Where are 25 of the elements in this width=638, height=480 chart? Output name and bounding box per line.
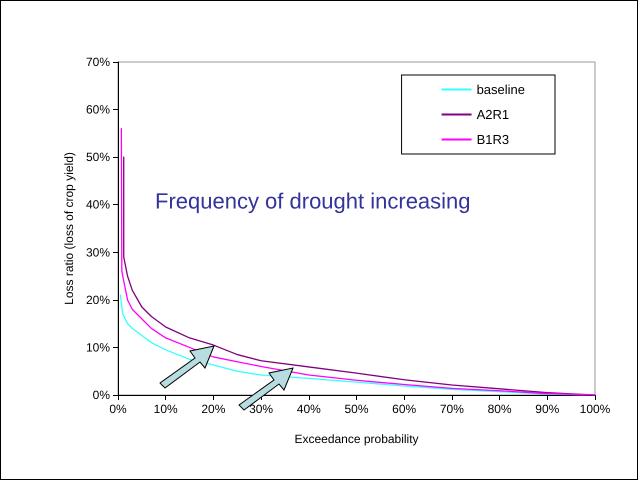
y-tick-label: 40% [86, 198, 110, 212]
x-tick-label: 60% [392, 402, 417, 416]
y-tick-label: 30% [86, 245, 110, 260]
x-tick-label: 30% [249, 402, 274, 416]
x-tick-label: 70% [440, 402, 464, 416]
legend-label: baseline [476, 82, 526, 97]
y-tick-label: 10% [86, 340, 110, 354]
y-tick-label: 0% [92, 388, 110, 402]
annotation: Frequency of drought increasing [155, 188, 471, 214]
legend-label: B1R3 [476, 132, 510, 147]
x-tick-label: 40% [296, 402, 322, 416]
x-tick-label: 90% [535, 402, 560, 416]
y-tick-label: 70% [86, 55, 110, 69]
x-tick-label: 0% [109, 402, 127, 416]
legend-label: A2R1 [476, 107, 510, 122]
x-tick-label: 20% [201, 402, 226, 416]
x-tick-label: 50% [344, 402, 369, 416]
y-tick-label: 50% [86, 150, 110, 164]
x-axis-title: Exceedance probability [294, 432, 419, 446]
y-tick-label: 60% [86, 102, 110, 117]
x-tick-label: 80% [488, 402, 512, 416]
x-tick-label: 100% [580, 402, 611, 416]
y-tick-label: 20% [86, 292, 110, 307]
x-tick-label: 10% [154, 402, 178, 416]
y-axis-title: Loss ratio (loss of crop yield) [62, 152, 76, 305]
